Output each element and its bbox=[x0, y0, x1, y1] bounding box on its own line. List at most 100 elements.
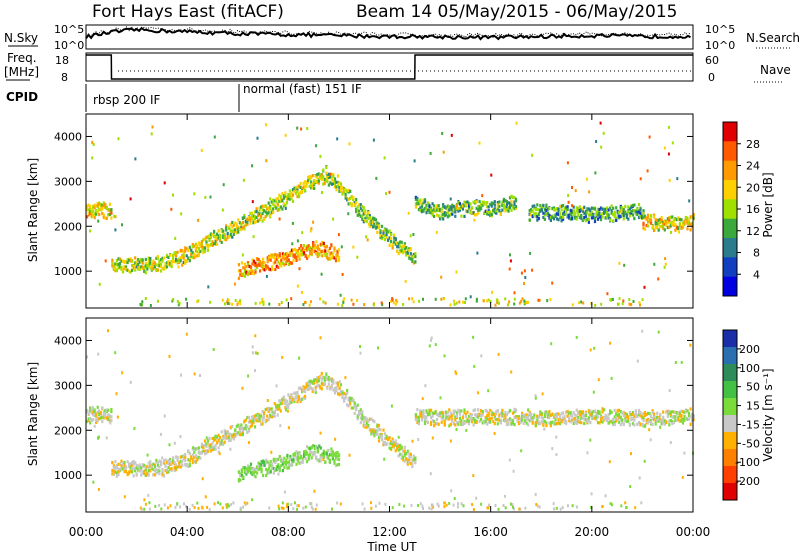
vel-data-cell-1885 bbox=[511, 503, 514, 507]
power-data-cell-466 bbox=[261, 219, 264, 223]
vel-data-cell-960 bbox=[448, 424, 451, 428]
velocity-ytick-label-2: 2000 bbox=[54, 424, 82, 437]
power-data-cell-1952 bbox=[113, 214, 116, 218]
vel-data-cell-1347 bbox=[593, 416, 597, 421]
vel-data-cell-1438 bbox=[628, 412, 631, 417]
vel-data-cell-25 bbox=[95, 414, 98, 418]
power-data-cell-1710 bbox=[286, 255, 289, 259]
vel-data-cell-238 bbox=[175, 463, 178, 467]
vel-data-cell-1231 bbox=[549, 421, 552, 425]
power-data-cell-176 bbox=[152, 267, 155, 271]
vel-data-cell-2071 bbox=[452, 503, 455, 507]
vel-data-cell-300 bbox=[199, 456, 202, 460]
vel-data-cell-1419 bbox=[621, 418, 624, 422]
power-data-cell-960 bbox=[448, 205, 451, 209]
vel-data-cell-1907 bbox=[123, 495, 126, 499]
power-data-cell-1946 bbox=[623, 263, 626, 267]
power-data-cell-286 bbox=[193, 256, 196, 260]
power-data-cell-1338 bbox=[603, 211, 606, 215]
power-data-cell-1937 bbox=[455, 270, 458, 274]
vel-data-cell-362 bbox=[222, 441, 225, 445]
power-data-cell-771 bbox=[376, 221, 379, 225]
vel-data-cell-2094 bbox=[536, 504, 539, 508]
power-data-cell-967 bbox=[449, 205, 452, 209]
power-data-cell-404 bbox=[238, 221, 241, 225]
power-data-cell-1087 bbox=[495, 208, 498, 213]
vel-data-cell-559 bbox=[296, 394, 299, 398]
vel-data-cell-2118 bbox=[191, 503, 194, 507]
vel-data-cell-1191 bbox=[534, 423, 537, 427]
vel-data-cell-1637 bbox=[248, 468, 251, 472]
vel-data-cell-1519 bbox=[659, 412, 662, 417]
power-data-cell-1297 bbox=[587, 207, 590, 211]
power-data-cell-1375 bbox=[616, 215, 619, 219]
vel-data-cell-74 bbox=[112, 464, 115, 468]
power-data-cell-1936 bbox=[657, 277, 660, 281]
power-data-cell-415 bbox=[241, 226, 244, 230]
power-data-cell-1867 bbox=[653, 262, 656, 266]
power-data-cell-1234 bbox=[563, 212, 566, 216]
power-data-cell-711 bbox=[353, 203, 356, 207]
power-data-cell-856 bbox=[409, 252, 412, 256]
vel-data-cell-1299 bbox=[575, 408, 578, 412]
vel-data-cell-650 bbox=[330, 383, 333, 387]
power-data-cell-417 bbox=[243, 227, 246, 231]
power-data-cell-1864 bbox=[180, 212, 183, 216]
power-data-cell-1426 bbox=[636, 212, 639, 217]
power-data-cell-1888 bbox=[315, 144, 318, 148]
power-data-cell-1391 bbox=[622, 211, 625, 215]
vel-data-cell-803 bbox=[388, 442, 391, 446]
power-data-cell-305 bbox=[200, 247, 203, 251]
vel-data-cell-497 bbox=[273, 402, 276, 406]
vel-data-cell-118 bbox=[129, 466, 132, 470]
vel-data-cell-654 bbox=[332, 381, 335, 385]
vel-data-cell-577 bbox=[304, 396, 307, 400]
vel-data-cell-1163 bbox=[524, 413, 527, 417]
vel-data-cell-2163 bbox=[497, 507, 500, 511]
vel-data-cell-1135 bbox=[513, 423, 516, 427]
vel-data-cell-1023 bbox=[470, 420, 474, 424]
vel-data-cell-207 bbox=[162, 474, 166, 478]
vel-data-cell-174 bbox=[150, 465, 153, 469]
power-data-cell-1187 bbox=[545, 212, 548, 216]
power-data-cell-806 bbox=[390, 240, 393, 244]
power-data-cell-869 bbox=[414, 255, 417, 259]
power-data-cell-1761 bbox=[306, 244, 309, 248]
power-data-cell-1550 bbox=[681, 225, 685, 229]
power-data-cell-493 bbox=[272, 210, 275, 214]
power-data-cell-1683 bbox=[275, 264, 278, 268]
power-data-cell-1909 bbox=[566, 161, 569, 165]
vel-data-cell-2013 bbox=[417, 438, 420, 441]
vel-data-cell-284 bbox=[193, 460, 196, 464]
power-data-cell-481 bbox=[267, 208, 270, 213]
vel-data-cell-114 bbox=[128, 464, 131, 468]
power-data-cell-1313 bbox=[593, 219, 597, 224]
power-data-cell-519 bbox=[281, 199, 284, 203]
vel-data-cell-2081 bbox=[304, 505, 307, 509]
power-data-cell-1560 bbox=[686, 227, 689, 231]
vel-data-cell-1896 bbox=[168, 443, 171, 447]
power-data-cell-458 bbox=[258, 212, 261, 216]
power-data-cell-44 bbox=[102, 213, 105, 217]
vel-data-cell-980 bbox=[455, 421, 458, 425]
vel-data-cell-976 bbox=[454, 423, 457, 427]
vel-data-cell-215 bbox=[165, 460, 169, 464]
power-data-cell-1004 bbox=[464, 209, 468, 213]
vel-data-cell-909 bbox=[428, 408, 431, 412]
power-data-cell-99 bbox=[121, 267, 125, 271]
power-data-cell-1567 bbox=[687, 221, 691, 225]
power-data-cell-1658 bbox=[266, 265, 269, 269]
power-data-cell-1523 bbox=[671, 222, 674, 226]
power-data-cell-522 bbox=[282, 204, 285, 208]
power-data-cell-1794 bbox=[318, 253, 321, 257]
power-data-cell-1673 bbox=[272, 261, 275, 265]
vel-data-cell-1242 bbox=[554, 415, 557, 419]
vel-data-cell-574 bbox=[302, 387, 305, 391]
power-data-cell-1120 bbox=[508, 196, 512, 200]
vel-data-cell-495 bbox=[272, 412, 275, 416]
vel-data-cell-1205 bbox=[540, 416, 543, 420]
vel-data-cell-1087 bbox=[495, 410, 498, 414]
vel-data-cell-1313 bbox=[581, 416, 584, 420]
power-data-cell-255 bbox=[181, 255, 184, 259]
vel-data-cell-1649 bbox=[252, 467, 256, 472]
